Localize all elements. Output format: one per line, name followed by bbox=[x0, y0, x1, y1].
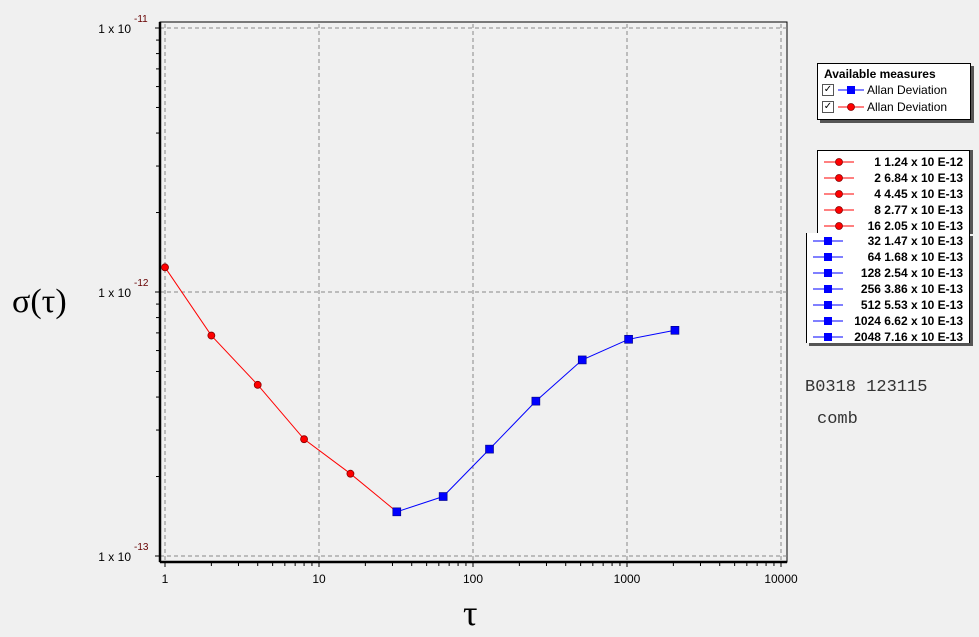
value-legend-text: 2048 7.16 x 10 E-13 bbox=[854, 330, 963, 344]
value-legend-text: 128 2.54 x 10 E-13 bbox=[860, 266, 963, 280]
data-point-square bbox=[438, 492, 448, 501]
square-marker-icon bbox=[813, 269, 843, 277]
y-tick-exponent: -13 bbox=[134, 542, 149, 553]
value-legend-text: 2 6.84 x 10 E-13 bbox=[874, 171, 963, 185]
value-legend-item: 512 5.53 x 10 E-13 bbox=[807, 297, 969, 313]
data-point-circle bbox=[207, 331, 216, 340]
x-tick-label: 10 bbox=[312, 572, 326, 586]
data-point-square bbox=[670, 326, 680, 335]
square-marker-icon bbox=[813, 237, 843, 245]
data-point-square bbox=[531, 396, 541, 406]
measure-item-red[interactable]: ✓ Allan Deviation bbox=[818, 98, 970, 115]
data-point-circle bbox=[253, 380, 262, 389]
value-legend-text: 8 2.77 x 10 E-13 bbox=[874, 203, 963, 217]
square-marker-icon bbox=[813, 253, 843, 261]
y-tick-label: 1 x 10 bbox=[98, 550, 131, 564]
value-legend-item: 1024 6.62 x 10 E-13 bbox=[807, 313, 969, 329]
data-point-square bbox=[485, 444, 494, 454]
x-tick-label: 1000 bbox=[614, 572, 641, 586]
checkbox[interactable]: ✓ bbox=[822, 83, 834, 96]
x-axis-label: τ bbox=[463, 593, 477, 633]
note-id: B0318 123115 bbox=[805, 378, 928, 397]
data-point-circle bbox=[300, 435, 308, 444]
x-tick-label: 100 bbox=[463, 572, 483, 586]
value-legend-red: 1 1.24 x 10 E-12 2 6.84 x 10 E-13 4 4.45 x… bbox=[817, 150, 970, 234]
measure-label: Allan Deviation bbox=[867, 82, 948, 97]
value-legend-blue: 32 1.47 x 10 E-13 64 1.68 x 10 E-13 128 2.… bbox=[806, 233, 970, 345]
value-legend-item: 8 2.77 x 10 E-13 bbox=[818, 202, 969, 218]
value-legend-text: 256 3.86 x 10 E-13 bbox=[860, 282, 963, 296]
circle-marker-icon bbox=[838, 102, 864, 111]
data-point-square bbox=[577, 355, 587, 365]
data-point-circle bbox=[161, 263, 169, 272]
value-legend-text: 1024 6.62 x 10 E-13 bbox=[854, 314, 963, 328]
circle-marker-icon bbox=[824, 190, 854, 198]
value-legend-item: 128 2.54 x 10 E-13 bbox=[807, 265, 969, 281]
y-tick-label: 1 x 10 bbox=[98, 286, 131, 300]
y-axis-label: σ(τ) bbox=[12, 283, 67, 320]
value-legend-item: 2048 7.16 x 10 E-13 bbox=[807, 329, 969, 345]
available-measures-title: Available measures bbox=[824, 67, 936, 81]
value-legend-text: 32 1.47 x 10 E-13 bbox=[867, 234, 963, 248]
value-legend-text: 512 5.53 x 10 E-13 bbox=[860, 298, 963, 312]
measure-label: Allan Deviation bbox=[867, 99, 948, 114]
measure-item-blue[interactable]: ✓ Allan Deviation bbox=[818, 81, 970, 98]
square-marker-icon bbox=[813, 301, 843, 309]
available-measures-legend: Available measures ✓ Allan Deviation ✓ A… bbox=[817, 63, 971, 120]
data-point-square bbox=[392, 507, 402, 517]
square-marker-icon bbox=[838, 85, 864, 94]
square-marker-icon bbox=[813, 285, 843, 293]
circle-marker-icon bbox=[824, 174, 854, 182]
circle-marker-icon bbox=[824, 158, 854, 166]
y-tick-exponent: -11 bbox=[134, 14, 148, 25]
x-tick-label: 1 bbox=[162, 572, 169, 586]
value-legend-item: 16 2.05 x 10 E-13 bbox=[818, 218, 969, 234]
series-line bbox=[164, 267, 398, 513]
value-legend-item: 1 1.24 x 10 E-12 bbox=[818, 154, 969, 170]
circle-marker-icon bbox=[824, 206, 854, 214]
checkbox[interactable]: ✓ bbox=[822, 100, 834, 113]
value-legend-item: 32 1.47 x 10 E-13 bbox=[807, 233, 969, 249]
data-point-circle bbox=[346, 469, 355, 478]
value-legend-item: 64 1.68 x 10 E-13 bbox=[807, 249, 969, 265]
circle-marker-icon bbox=[824, 222, 854, 230]
value-legend-item: 2 6.84 x 10 E-13 bbox=[818, 170, 969, 186]
value-legend-text: 16 2.05 x 10 E-13 bbox=[867, 219, 963, 233]
note-comb: comb bbox=[817, 410, 858, 429]
square-marker-icon bbox=[813, 333, 843, 341]
value-legend-text: 4 4.45 x 10 E-13 bbox=[874, 187, 963, 201]
x-tick-label: 10000 bbox=[764, 572, 798, 586]
data-point-square bbox=[624, 334, 633, 344]
value-legend-item: 4 4.45 x 10 E-13 bbox=[818, 186, 969, 202]
value-legend-text: 64 1.68 x 10 E-13 bbox=[867, 250, 963, 264]
value-legend-text: 1 1.24 x 10 E-12 bbox=[874, 155, 963, 169]
y-tick-label: 1 x 10 bbox=[98, 22, 131, 36]
value-legend-item: 256 3.86 x 10 E-13 bbox=[807, 281, 969, 297]
square-marker-icon bbox=[813, 317, 843, 325]
y-tick-exponent: -12 bbox=[134, 278, 149, 289]
